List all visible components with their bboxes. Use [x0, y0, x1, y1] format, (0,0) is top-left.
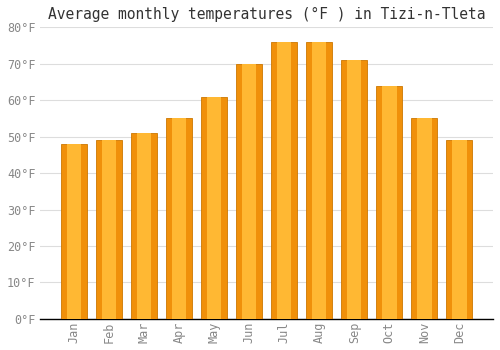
Bar	[61, 144, 87, 319]
Bar	[96, 140, 122, 319]
Bar	[417, 118, 432, 319]
Bar	[137, 133, 152, 319]
Bar	[382, 86, 396, 319]
Bar	[452, 140, 466, 319]
Bar	[341, 60, 367, 319]
Bar	[271, 42, 297, 319]
Bar	[166, 118, 192, 319]
Bar	[411, 118, 438, 319]
Bar	[102, 140, 117, 319]
Bar	[376, 86, 402, 319]
Bar	[347, 60, 362, 319]
Title: Average monthly temperatures (°F ) in Tizi-n-Tleta: Average monthly temperatures (°F ) in Ti…	[48, 7, 486, 22]
Bar	[236, 64, 262, 319]
Bar	[312, 42, 326, 319]
Bar	[207, 97, 222, 319]
Bar	[277, 42, 291, 319]
Bar	[242, 64, 256, 319]
Bar	[67, 144, 81, 319]
Bar	[201, 97, 228, 319]
Bar	[172, 118, 186, 319]
Bar	[306, 42, 332, 319]
Bar	[446, 140, 472, 319]
Bar	[131, 133, 157, 319]
